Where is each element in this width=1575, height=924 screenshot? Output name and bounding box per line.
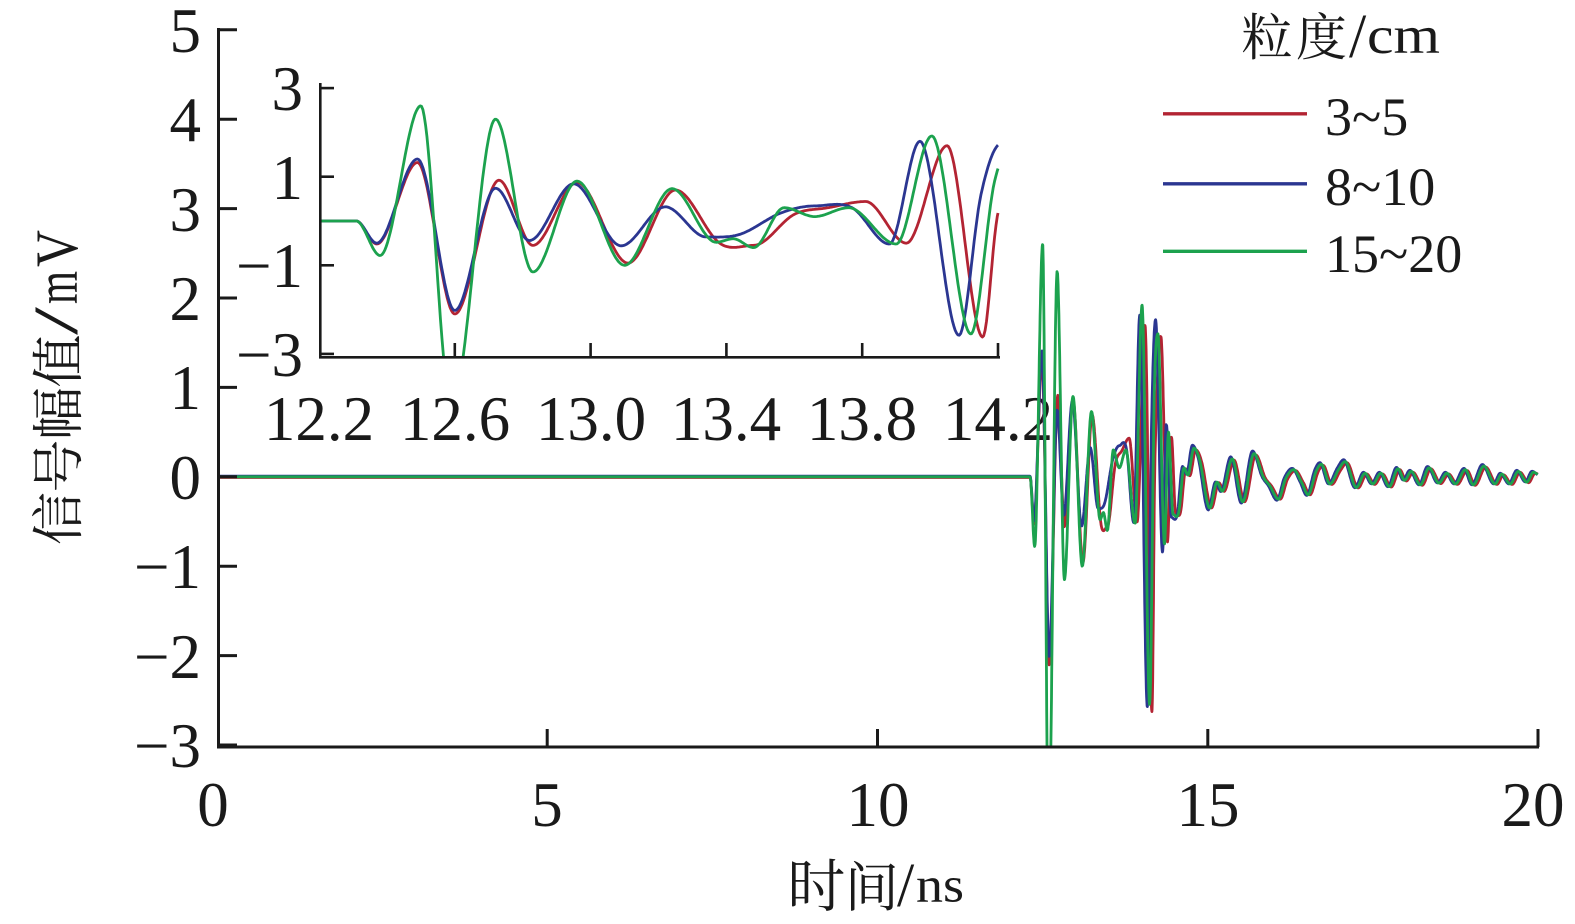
svg-text:13.4: 13.4 xyxy=(671,384,781,454)
svg-text:3: 3 xyxy=(170,175,202,245)
svg-text:14.2: 14.2 xyxy=(943,384,1053,454)
svg-text:V: V xyxy=(24,230,90,267)
svg-text:m: m xyxy=(24,271,90,304)
svg-text:5: 5 xyxy=(531,770,563,840)
svg-text:3: 3 xyxy=(272,54,304,124)
svg-text:/: / xyxy=(1349,3,1367,71)
svg-text:2: 2 xyxy=(170,264,202,334)
svg-text:20: 20 xyxy=(1502,770,1565,840)
svg-text:1: 1 xyxy=(272,143,304,213)
svg-text:8~10: 8~10 xyxy=(1325,157,1435,217)
svg-text:5: 5 xyxy=(170,0,202,66)
svg-text:4: 4 xyxy=(170,85,202,155)
svg-text:12.2: 12.2 xyxy=(264,384,374,454)
svg-text:−3: −3 xyxy=(236,320,303,390)
svg-text:/: / xyxy=(23,306,91,335)
svg-text:−3: −3 xyxy=(134,711,201,781)
svg-text:1: 1 xyxy=(170,353,202,423)
svg-text:−2: −2 xyxy=(134,622,201,692)
svg-text:15~20: 15~20 xyxy=(1325,224,1462,284)
svg-text:13.0: 13.0 xyxy=(536,384,646,454)
svg-text:15: 15 xyxy=(1177,770,1240,840)
svg-text:10: 10 xyxy=(847,770,910,840)
svg-text:3~5: 3~5 xyxy=(1325,87,1408,147)
svg-text:−1: −1 xyxy=(134,532,201,602)
svg-text:−1: −1 xyxy=(236,231,303,301)
svg-text:/: / xyxy=(897,852,915,920)
svg-text:0: 0 xyxy=(170,443,202,513)
svg-text:0: 0 xyxy=(197,770,229,840)
svg-text:12.6: 12.6 xyxy=(400,384,510,454)
svg-text:13.8: 13.8 xyxy=(807,384,917,454)
svg-text:ns: ns xyxy=(916,857,964,913)
svg-text:cm: cm xyxy=(1367,7,1440,65)
